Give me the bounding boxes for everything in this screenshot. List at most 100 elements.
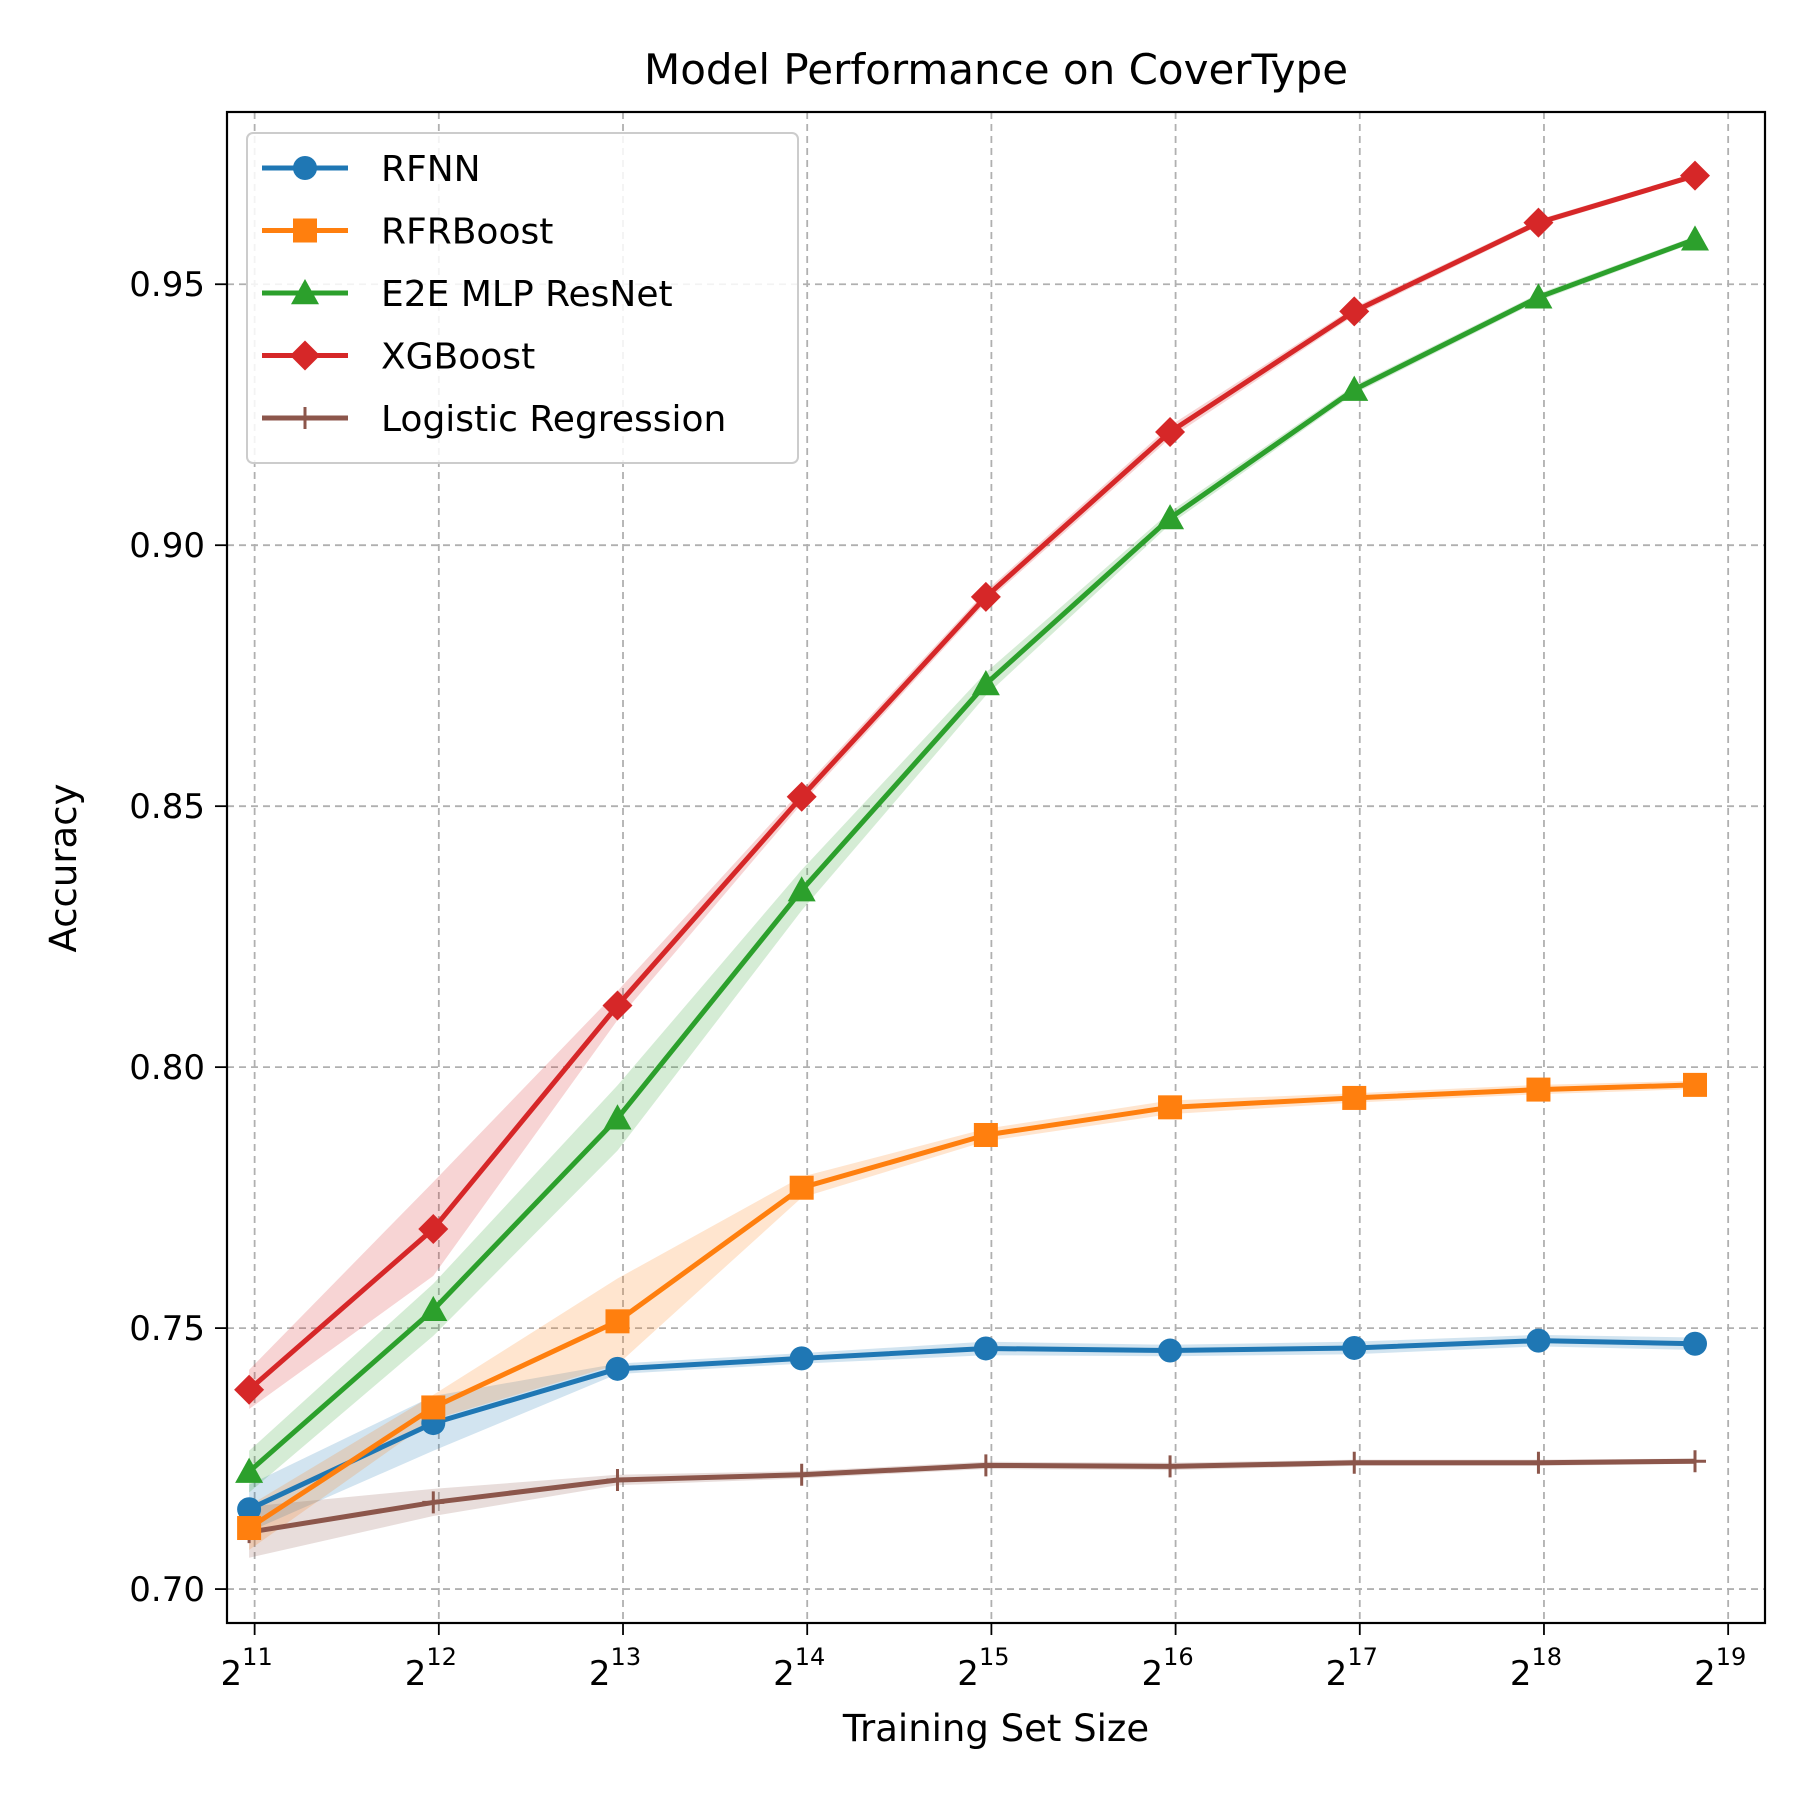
point-e2e-mlp-resnet [235, 1457, 264, 1483]
legend-label-e2e-mlp-resnet: E2E MLP ResNet [381, 274, 673, 315]
legend-marker-rfnn [293, 156, 317, 180]
point-logistic-regression [1343, 1451, 1366, 1474]
x-axis-ticks: 211 212 213 214 215 216 217 218 219 [221, 1623, 1746, 1694]
band-logistic-regression [249, 1458, 1696, 1558]
point-xgboost [1680, 160, 1711, 191]
point-rfrboost [237, 1516, 262, 1541]
x-tick-exponent: 14 [795, 1643, 826, 1671]
y-tick-label: 0.85 [129, 787, 205, 827]
point-logistic-regression [974, 1454, 997, 1477]
point-logistic-regression [606, 1468, 629, 1491]
point-xgboost [602, 990, 633, 1021]
x-tick-exponent: 15 [979, 1643, 1010, 1671]
point-xgboost [1155, 416, 1186, 447]
line-logistic-regression [248, 1458, 1696, 1535]
x-tick-base: 2 [1510, 1654, 1532, 1694]
confidence-bands [249, 173, 1696, 1558]
point-e2e-mlp-resnet [603, 1104, 632, 1130]
legend-label-xgboost: XGBoost [381, 337, 535, 378]
point-xgboost [418, 1213, 449, 1244]
point-e2e-mlp-resnet [971, 670, 1000, 696]
y-tick-label: 0.90 [129, 526, 205, 566]
band-e2e-mlp-resnet [249, 236, 1696, 1493]
point-rfnn [1342, 1335, 1367, 1360]
x-tick-exponent: 17 [1347, 1643, 1378, 1671]
point-xgboost [970, 581, 1001, 612]
x-tick-label: 211 [221, 1643, 273, 1694]
point-e2e-mlp-resnet [1340, 375, 1369, 401]
x-tick-base: 2 [957, 1654, 979, 1694]
point-e2e-mlp-resnet [1156, 504, 1185, 530]
y-tick-label: 0.75 [129, 1309, 205, 1349]
point-xgboost [234, 1374, 265, 1405]
point-rfnn [973, 1336, 998, 1361]
x-tick-label: 217 [1326, 1643, 1378, 1694]
y-tick-label: 0.95 [129, 265, 205, 305]
point-logistic-regression [1159, 1455, 1182, 1478]
point-e2e-mlp-resnet [1524, 283, 1553, 309]
point-xgboost [1339, 296, 1370, 327]
x-tick-base: 2 [221, 1654, 243, 1694]
y-tick-label: 0.80 [129, 1048, 205, 1088]
y-tick-label: 0.70 [129, 1570, 205, 1610]
legend-marker-e2e-mlp-resnet [291, 279, 319, 305]
x-tick-exponent: 18 [1532, 1643, 1563, 1671]
x-tick-exponent: 11 [242, 1643, 273, 1671]
legend-label-rfrboost: RFRBoost [381, 212, 553, 253]
x-tick-exponent: 13 [611, 1643, 642, 1671]
x-tick-base: 2 [1694, 1654, 1716, 1694]
x-tick-label: 215 [957, 1643, 1009, 1694]
point-logistic-regression [790, 1463, 813, 1486]
point-rfnn [605, 1356, 630, 1381]
x-tick-label: 216 [1141, 1643, 1193, 1694]
x-tick-base: 2 [1141, 1654, 1163, 1694]
band-xgboost [249, 173, 1696, 1410]
x-axis-label: Training Set Size [842, 1707, 1149, 1750]
legend-box [246, 132, 799, 464]
x-tick-label: 214 [773, 1643, 825, 1694]
x-tick-base: 2 [1326, 1654, 1348, 1694]
series-markers [234, 160, 1711, 1544]
plot-frame [225, 110, 1767, 1625]
x-tick-label: 212 [405, 1643, 457, 1694]
point-e2e-mlp-resnet [1681, 225, 1710, 251]
legend-label-logistic-regression: Logistic Regression [381, 399, 726, 440]
y-axis-ticks: 0.70 0.75 0.80 0.85 0.90 0.95 [129, 265, 227, 1610]
point-logistic-regression [1684, 1450, 1707, 1473]
point-xgboost [786, 781, 817, 812]
point-rfnn [789, 1346, 814, 1371]
chart-title: Model Performance on CoverType [644, 45, 1348, 94]
x-tick-base: 2 [773, 1654, 795, 1694]
legend-marker-xgboost [290, 340, 320, 371]
point-rfrboost [1342, 1085, 1367, 1110]
x-tick-label: 213 [589, 1643, 641, 1694]
x-tick-label: 219 [1694, 1643, 1746, 1694]
point-logistic-regression [422, 1491, 445, 1514]
point-rfnn [1158, 1338, 1183, 1363]
point-rfrboost [605, 1309, 630, 1334]
x-tick-exponent: 19 [1716, 1643, 1747, 1671]
point-rfnn [1683, 1331, 1708, 1356]
legend-marker-rfrboost [293, 218, 317, 243]
x-tick-exponent: 12 [426, 1643, 457, 1671]
legend: RFNN RFRBoost E2E MLP ResNet XGBoost Logisti… [246, 132, 799, 464]
x-tick-base: 2 [589, 1654, 611, 1694]
point-rfrboost [1683, 1072, 1708, 1097]
point-e2e-mlp-resnet [787, 876, 816, 902]
x-tick-label: 218 [1510, 1643, 1562, 1694]
point-rfnn [237, 1497, 262, 1522]
x-tick-base: 2 [405, 1654, 427, 1694]
point-rfrboost [1158, 1095, 1183, 1120]
point-rfnn [1526, 1328, 1551, 1353]
point-rfrboost [421, 1395, 446, 1420]
point-logistic-regression [1527, 1451, 1550, 1474]
y-axis-label: Accuracy [42, 784, 85, 953]
x-tick-exponent: 16 [1163, 1643, 1194, 1671]
point-rfrboost [789, 1175, 814, 1200]
legend-label-rfnn: RFNN [381, 149, 481, 190]
point-rfrboost [1526, 1077, 1551, 1102]
point-e2e-mlp-resnet [419, 1295, 448, 1322]
point-rfrboost [973, 1122, 998, 1147]
